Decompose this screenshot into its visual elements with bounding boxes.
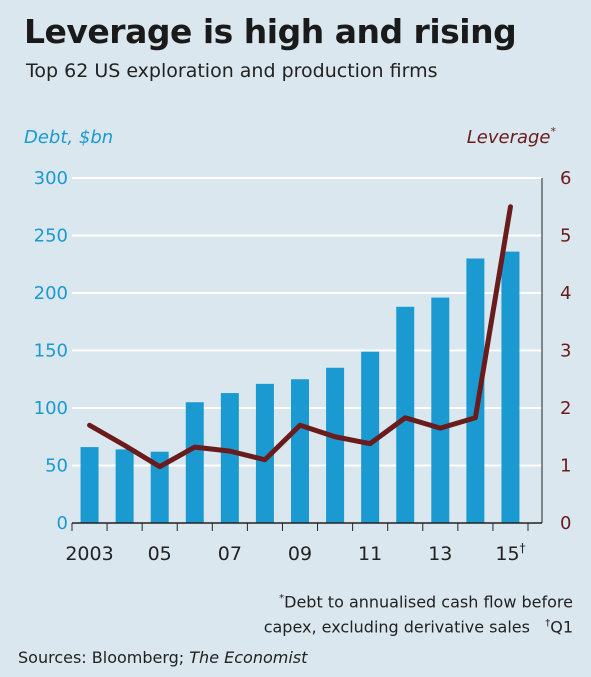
debt-bar — [220, 393, 239, 523]
footnote-line-2: capex, excluding derivative sales †Q1 — [263, 617, 573, 637]
leverage-point — [194, 446, 196, 448]
leverage-point — [89, 424, 91, 426]
y-left-tick-label: 250 — [34, 226, 68, 247]
footnote-line-1: *Debt to annualised cash flow before — [279, 592, 573, 612]
y-right-tick-label: 2 — [560, 398, 571, 419]
y-right-tick-label: 3 — [560, 341, 571, 362]
y-right-tick-label: 1 — [560, 456, 571, 477]
leverage-point — [369, 443, 371, 445]
debt-bar — [185, 402, 204, 523]
debt-bar — [501, 251, 520, 523]
leverage-point — [299, 424, 301, 426]
footnote: *Debt to annualised cash flow before cap… — [173, 588, 573, 639]
leverage-line-group — [87, 204, 513, 470]
right-axis-title: Leverage* — [467, 125, 557, 148]
leverage-point — [229, 450, 231, 452]
left-axis-title: Debt, $bn — [24, 127, 113, 148]
y-left-tick-label: 200 — [34, 283, 68, 304]
x-tick-label: 09 — [288, 543, 312, 565]
combo-chart: 0 50 100 150 200 250 300 0 1 2 3 4 5 6 2003 05 07 09 11 13 1… — [24, 125, 572, 565]
x-tick-label: 15† — [495, 541, 525, 565]
debt-bar — [326, 367, 345, 523]
chart-title: Leverage is high and rising — [24, 12, 517, 51]
debt-bar — [115, 449, 134, 523]
chart-subtitle: Top 62 US exploration and production fir… — [26, 60, 438, 82]
debt-bar — [255, 383, 274, 523]
leverage-point — [264, 459, 266, 461]
leverage-point — [439, 427, 441, 429]
leverage-point — [474, 417, 476, 419]
y-right-tick-label: 4 — [560, 283, 571, 304]
axes: 0 50 100 150 200 250 300 0 1 2 3 4 5 6 2003 05 07 09 11 13 1… — [34, 168, 572, 565]
y-right-tick-label: 6 — [560, 168, 571, 189]
y-left-tick-label: 150 — [34, 341, 68, 362]
x-tick-label: 07 — [218, 543, 242, 565]
leverage-point — [124, 444, 126, 446]
debt-bar — [396, 306, 415, 523]
x-tick-label: 05 — [148, 543, 172, 565]
y-right-tick-label: 5 — [560, 226, 571, 247]
leverage-point — [159, 466, 161, 468]
leverage-point — [509, 206, 511, 208]
source-note: Sources: Bloomberg; The Economist — [18, 648, 308, 667]
debt-bar — [361, 351, 380, 523]
x-tick-label: 2003 — [65, 543, 113, 565]
debt-bar — [291, 379, 309, 523]
y-right-tick-label: 0 — [560, 513, 571, 534]
y-left-tick-label: 100 — [34, 398, 68, 419]
y-left-tick-label: 0 — [57, 513, 68, 534]
debt-bar — [150, 451, 169, 523]
debt-bar — [80, 447, 99, 523]
debt-bars — [80, 251, 520, 523]
x-tick-label: 11 — [358, 543, 382, 565]
y-left-tick-label: 50 — [45, 456, 68, 477]
leverage-point — [334, 436, 336, 438]
x-tick-label: 13 — [428, 543, 452, 565]
leverage-point — [404, 417, 406, 419]
y-left-tick-label: 300 — [34, 168, 68, 189]
debt-bar — [431, 297, 450, 523]
debt-bar — [466, 258, 485, 523]
